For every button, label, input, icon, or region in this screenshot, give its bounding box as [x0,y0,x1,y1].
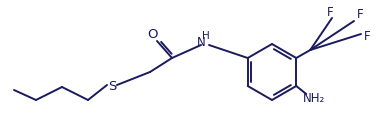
Text: F: F [364,30,370,43]
Text: F: F [357,9,363,22]
Text: N: N [197,36,206,49]
Text: F: F [327,5,333,18]
Text: NH₂: NH₂ [303,92,325,105]
Text: H: H [202,31,210,41]
Text: S: S [108,80,116,93]
Text: O: O [147,28,157,41]
